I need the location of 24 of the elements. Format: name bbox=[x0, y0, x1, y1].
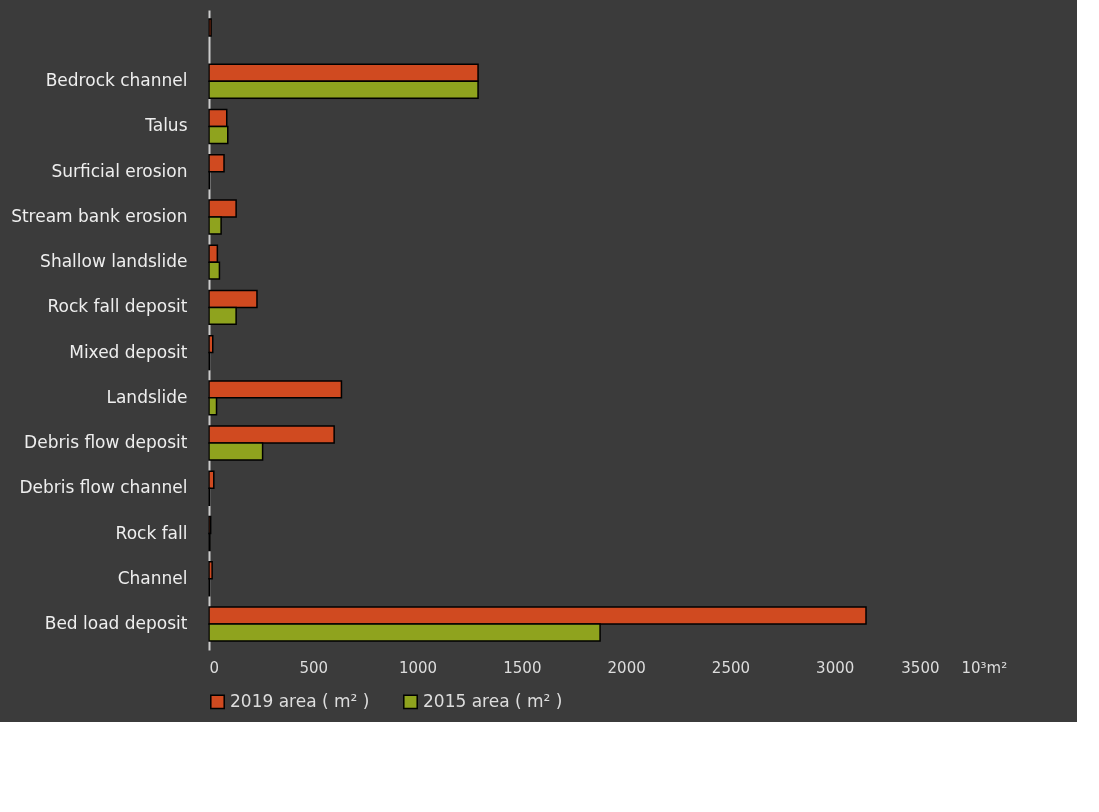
x-tick-label: 500 bbox=[299, 658, 329, 677]
legend-label: 2015 area ( m² ) bbox=[423, 690, 563, 711]
x-tick-label: 3000 bbox=[816, 658, 855, 677]
y-tick-label: Shallow landslide bbox=[40, 251, 188, 272]
y-tick-label: Talus bbox=[144, 115, 188, 136]
y-tick-label: Debris flow channel bbox=[19, 477, 188, 498]
y-tick-label: Rock fall bbox=[115, 522, 188, 543]
y-tick-label: Bed load deposit bbox=[44, 612, 188, 633]
x-tick-label: 1500 bbox=[503, 658, 542, 677]
x-tick-label: 0 bbox=[209, 658, 220, 677]
y-tick-label: Mixed deposit bbox=[69, 341, 188, 362]
y-tick-label: Landslide bbox=[106, 386, 188, 407]
y-tick-label: Debris flow deposit bbox=[24, 432, 188, 453]
y-tick-label: Bedrock channel bbox=[45, 70, 188, 91]
y-tick-label: Rock fall deposit bbox=[47, 296, 188, 317]
legend-label: 2019 area ( m² ) bbox=[230, 690, 370, 711]
y-tick-label: Channel bbox=[117, 567, 188, 588]
y-tick-label: Stream bank erosion bbox=[11, 205, 188, 226]
y-tick-label: Surficial erosion bbox=[51, 160, 188, 181]
x-tick-label: 2000 bbox=[607, 658, 646, 677]
x-tick-label: 1000 bbox=[398, 658, 438, 677]
x-axis-title: 10³m² bbox=[961, 658, 1008, 677]
x-tick-label: 3500 bbox=[901, 658, 940, 677]
x-tick-label: 2500 bbox=[711, 658, 751, 677]
